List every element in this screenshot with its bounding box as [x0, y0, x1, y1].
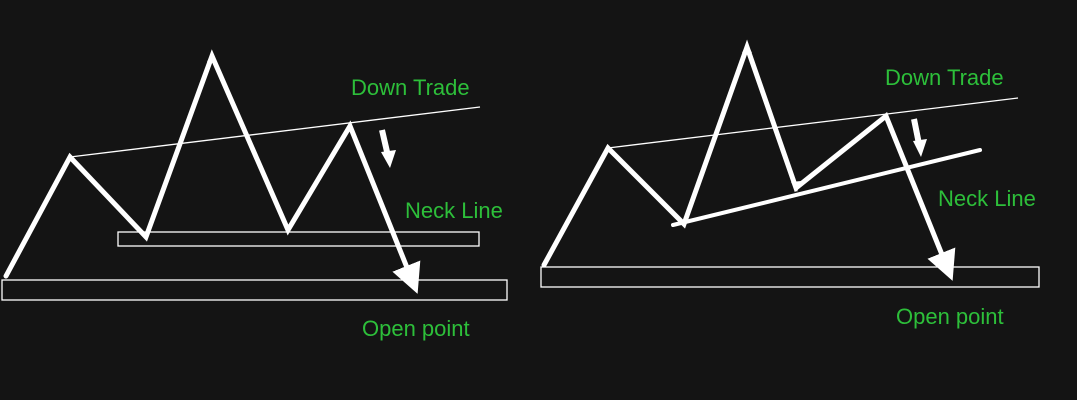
- left-open-point-label: Open point: [362, 316, 470, 341]
- left-neck-line-box: [117, 231, 480, 247]
- right-neck-line: [671, 148, 982, 227]
- right-neck-line-label: Neck Line: [938, 186, 1036, 211]
- right-down-arrow-icon: [913, 139, 927, 157]
- left-open-point-box: [1, 279, 508, 301]
- right-down-trade-label: Down Trade: [885, 65, 1004, 90]
- left-pattern: Down Trade Neck Line Open point: [1, 49, 508, 341]
- left-down-trade-label: Down Trade: [351, 75, 470, 100]
- left-peak-tip: [207, 52, 217, 62]
- right-peak-tip: [742, 43, 752, 53]
- right-open-point-label: Open point: [896, 304, 1004, 329]
- left-down-arrow-icon: [381, 150, 396, 168]
- right-trough-tip: [791, 181, 801, 192]
- left-neck-line-label: Neck Line: [405, 198, 503, 223]
- right-open-point-box: [540, 266, 1040, 288]
- left-down-trade-line: [69, 106, 481, 158]
- right-down-trade-line: [607, 97, 1019, 149]
- right-down-arrow-shaft: [911, 118, 922, 145]
- right-pattern: Down Trade Neck Line Open point: [540, 39, 1040, 329]
